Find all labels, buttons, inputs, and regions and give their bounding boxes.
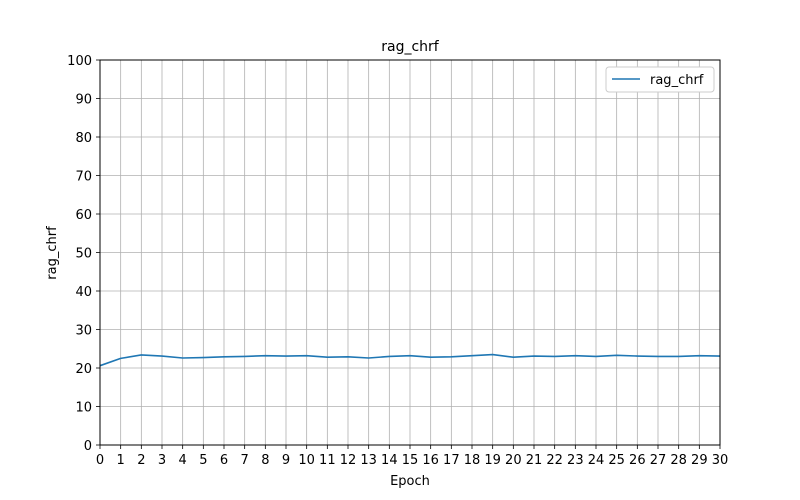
x-tick-label: 21: [526, 453, 543, 468]
x-tick-label: 14: [381, 453, 398, 468]
x-tick-label: 3: [158, 453, 166, 468]
x-tick-label: 0: [96, 453, 104, 468]
x-tick-label: 28: [670, 453, 687, 468]
x-tick-label: 20: [505, 453, 522, 468]
x-tick-label: 29: [691, 453, 708, 468]
x-tick-label: 8: [261, 453, 269, 468]
legend-label: rag_chrf: [650, 73, 704, 88]
x-tick-label: 6: [220, 453, 228, 468]
x-tick-label: 30: [712, 453, 729, 468]
x-tick-label: 23: [567, 453, 584, 468]
x-tick-label: 22: [546, 453, 563, 468]
x-tick-label: 11: [319, 453, 336, 468]
y-tick-label: 50: [75, 247, 92, 262]
x-tick-label: 10: [298, 453, 315, 468]
y-tick-label: 10: [75, 401, 92, 416]
legend: rag_chrf: [605, 66, 715, 93]
x-tick-label: 25: [608, 453, 625, 468]
x-tick-label: 15: [402, 453, 419, 468]
chart-title: rag_chrf: [381, 39, 440, 55]
x-tick-label: 7: [241, 453, 249, 468]
x-tick-label: 27: [650, 453, 667, 468]
series-layer: [99, 353, 721, 367]
y-tick-label: 40: [75, 285, 92, 300]
x-tick-label: 26: [629, 453, 646, 468]
y-axis-ticks: 0 10 20 30 40 50 60 70 80 90 100: [67, 54, 100, 454]
legend-box: [605, 66, 715, 93]
x-tick-label: 19: [484, 453, 501, 468]
y-axis-label: rag_chrf: [45, 226, 60, 280]
x-tick-label: 2: [137, 453, 145, 468]
series-line: [99, 353, 721, 367]
y-tick-label: 20: [75, 362, 92, 377]
y-tick-label: 90: [75, 93, 92, 108]
x-tick-label: 13: [360, 453, 377, 468]
x-tick-label: 5: [199, 453, 207, 468]
y-tick-label: 0: [84, 439, 92, 454]
y-tick-label: 100: [67, 54, 92, 69]
x-axis-label: Epoch: [390, 474, 430, 489]
x-tick-label: 1: [117, 453, 125, 468]
x-axis-ticks: 0 1 2 3 4 5 6 7 8 9 10 11 12 13 14 15 16 17 18 19 20 21 22 23 24…: [96, 445, 728, 468]
x-tick-label: 9: [282, 453, 290, 468]
x-tick-label: 17: [443, 453, 460, 468]
y-tick-label: 70: [75, 170, 92, 185]
x-tick-label: 18: [464, 453, 481, 468]
y-tick-label: 60: [75, 208, 92, 223]
y-tick-label: 80: [75, 131, 92, 146]
y-tick-label: 30: [75, 324, 92, 339]
x-tick-label: 24: [588, 453, 605, 468]
x-tick-label: 16: [422, 453, 439, 468]
x-tick-label: 4: [179, 453, 187, 468]
x-tick-label: 12: [340, 453, 357, 468]
